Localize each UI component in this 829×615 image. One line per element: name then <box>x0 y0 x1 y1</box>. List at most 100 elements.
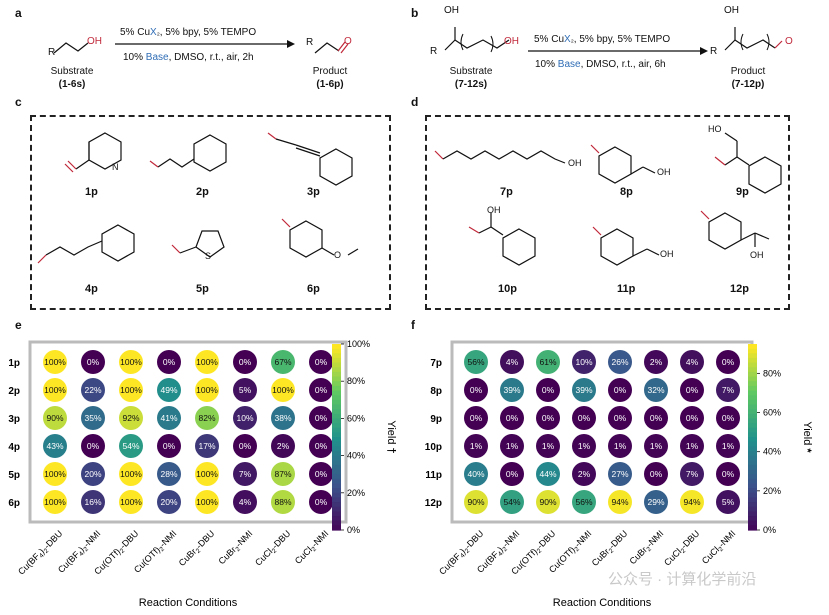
structure-4p <box>37 224 135 264</box>
heat-cell <box>43 350 67 374</box>
heat-cell <box>716 350 740 374</box>
column-label: CuBr2-DBU <box>590 528 631 569</box>
colorbar-label: Yield † <box>385 420 397 453</box>
substrate-a-structure <box>53 42 89 54</box>
heat-cell <box>572 406 596 430</box>
heat-cell-label: 27% <box>611 469 628 479</box>
colorbar-tick-label: 80% <box>763 368 781 378</box>
atom-HO: HO <box>708 124 722 134</box>
heat-cell-label: 100% <box>272 385 294 395</box>
substrate-label: Substrate <box>50 66 94 77</box>
structure-8p <box>590 144 656 184</box>
x-axis-label: Reaction Conditions <box>553 597 652 609</box>
colorbar-segment <box>332 492 341 499</box>
heat-cell-label: 20% <box>84 469 101 479</box>
heat-cell <box>233 490 257 514</box>
colorbar-segment <box>332 483 341 489</box>
heat-cell-label: 16% <box>84 497 101 507</box>
heat-cell <box>608 378 632 402</box>
heat-cell-label: 0% <box>650 469 663 479</box>
colorbar-tick-label: 80% <box>347 376 365 386</box>
heat-cell <box>644 490 668 514</box>
heat-cell <box>464 490 488 514</box>
colorbar-tick-label: 40% <box>763 447 781 457</box>
heat-cell-label: 0% <box>87 441 100 451</box>
product-a-structure <box>314 41 349 54</box>
colorbar-segment <box>748 413 757 419</box>
heat-cell-label: 43% <box>46 441 63 451</box>
colorbar-segment <box>332 371 341 378</box>
row-label: 8p <box>430 386 442 397</box>
row-label: 9p <box>430 414 442 425</box>
row-label: 1p <box>8 358 20 369</box>
heat-cell <box>233 406 257 430</box>
column-label: CuCl2-DBU <box>662 528 703 569</box>
heat-cell-label: 40% <box>467 469 484 479</box>
colorbar-segment <box>748 432 757 438</box>
colorbar-segment <box>748 441 757 447</box>
substrate-range: (7-12s) <box>454 79 488 90</box>
heatmap-e: 1p 100% 0% 100% 0% 100% 0% 67% 0% 2p 100% 22% 100% 49… <box>8 339 397 609</box>
colorbar-segment <box>748 357 757 364</box>
colorbar-segment <box>332 432 341 438</box>
heat-cell <box>680 490 704 514</box>
heat-cell-label: 94% <box>683 497 700 507</box>
colorbar-segment <box>748 348 757 354</box>
colorbar-segment <box>748 464 757 471</box>
colorbar-segment <box>748 409 757 415</box>
heat-cell-label: 0% <box>506 413 519 423</box>
colorbar-segment <box>332 427 341 433</box>
colorbar-segment <box>332 381 341 387</box>
colorbar-segment <box>748 483 757 489</box>
compound-label-1p: 1p <box>85 186 98 198</box>
colorbar-tick-label: 0% <box>347 525 360 535</box>
x-axis-label: Reaction Conditions <box>139 597 238 609</box>
structures-c <box>37 132 359 264</box>
heat-cell-label: 1% <box>686 441 699 451</box>
heat-cell <box>81 378 105 402</box>
heat-cell <box>233 350 257 374</box>
colorbar-segment <box>748 446 757 452</box>
heat-cell <box>309 406 333 430</box>
colorbar-segment <box>748 525 757 531</box>
heat-cell <box>309 490 333 514</box>
heat-cell <box>608 350 632 374</box>
colorbar-segment <box>748 478 757 485</box>
colorbar-segment <box>332 488 341 494</box>
colorbar-segment <box>748 492 757 499</box>
conditions-bottom: 10% Base, DMSO, r.t., air, 6h <box>535 59 666 70</box>
heat-cell-label: 56% <box>467 357 484 367</box>
heat-cell-label: 100% <box>120 385 142 395</box>
heat-cell-label: 100% <box>196 497 218 507</box>
colorbar-segment <box>748 390 757 396</box>
heat-cell <box>716 406 740 430</box>
heat-cell <box>500 378 524 402</box>
heat-cell-label: 100% <box>196 469 218 479</box>
heat-cell <box>536 462 560 486</box>
heat-cell-label: 5% <box>239 385 252 395</box>
conditions-top: 5% CuX₂, 5% bpy, 5% TEMPO <box>120 27 257 38</box>
heat-cell <box>536 350 560 374</box>
heat-cell-label: 82% <box>198 413 215 423</box>
heat-cell-label: 4% <box>686 357 699 367</box>
colorbar-segment <box>332 478 341 485</box>
panel-letter-d: d <box>411 95 419 109</box>
atom-OH: OH <box>444 5 459 16</box>
colorbar-segment <box>748 423 757 429</box>
heat-cell <box>716 462 740 486</box>
colorbar-segment <box>748 404 757 410</box>
heat-cell-label: 26% <box>611 357 628 367</box>
heatmap-frame <box>28 340 348 524</box>
heat-cell-label: 100% <box>44 469 66 479</box>
heat-cell <box>680 406 704 430</box>
compounds-box-d <box>425 115 790 310</box>
colorbar-segment <box>332 344 341 350</box>
compound-label-8p: 8p <box>620 186 633 198</box>
reaction-arrow-b <box>528 47 708 55</box>
heat-cell <box>157 350 181 374</box>
colorbar-segment <box>332 418 341 424</box>
compound-label-2p: 2p <box>196 186 209 198</box>
heat-cell-label: 0% <box>163 357 176 367</box>
heat-cell <box>43 490 67 514</box>
structure-1p <box>64 132 122 173</box>
